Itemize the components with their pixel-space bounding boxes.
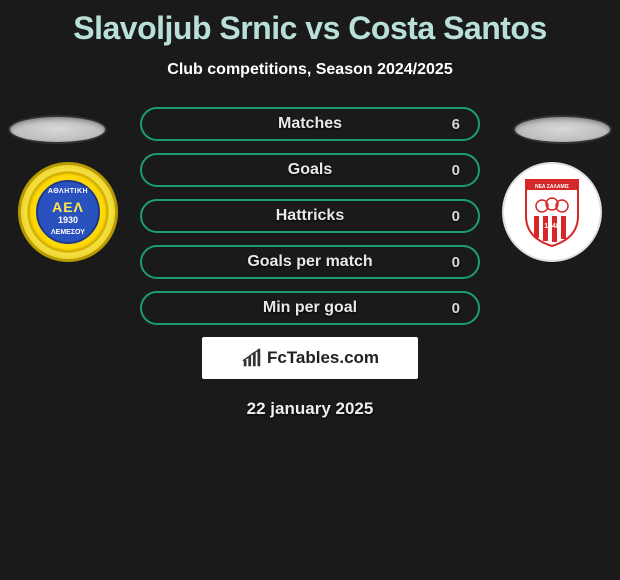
club-left-badge: ΑΘΛΗΤΙΚΗ ΑΕΛ 1930 ΛΕΜΕΣΟΥ	[18, 162, 118, 262]
stat-value-right: 0	[452, 300, 460, 317]
stat-row-hattricks: Hattricks 0	[140, 199, 480, 233]
stats-list: Matches 6 Goals 0 Hattricks 0 Goals per …	[140, 107, 480, 325]
club-left-inner: ΑΘΛΗΤΙΚΗ ΑΕΛ 1930 ΛΕΜΕΣΟΥ	[36, 180, 100, 244]
badge-left-center-text: ΑΕΛ	[52, 199, 84, 215]
stat-row-min-per-goal: Min per goal 0	[140, 291, 480, 325]
stat-label: Hattricks	[276, 207, 344, 225]
player-left-avatar	[10, 117, 105, 142]
svg-text:ΝΕΑ ΣΑΛΑΜΙΣ: ΝΕΑ ΣΑΛΑΜΙΣ	[535, 184, 569, 190]
player-right-avatar	[515, 117, 610, 142]
stat-row-goals-per-match: Goals per match 0	[140, 245, 480, 279]
stat-label: Goals	[288, 161, 332, 179]
comparison-date: 22 january 2025	[0, 399, 620, 419]
badge-left-bottom-text: ΛΕΜΕΣΟΥ	[51, 229, 85, 236]
stat-value-right: 0	[452, 208, 460, 225]
svg-text:1948: 1948	[544, 223, 560, 230]
brand-text: FcTables.com	[267, 348, 379, 368]
stat-row-goals: Goals 0	[140, 153, 480, 187]
stat-value-right: 0	[452, 162, 460, 179]
club-right-shield: ΝΕΑ ΣΑΛΑΜΙΣ 1948	[522, 176, 582, 248]
stat-label: Matches	[278, 115, 342, 133]
comparison-title: Slavoljub Srnic vs Costa Santos	[0, 0, 620, 47]
bar-chart-icon	[241, 347, 263, 369]
badge-left-year: 1930	[58, 215, 78, 225]
brand-logo[interactable]: FcTables.com	[202, 337, 418, 379]
stat-row-matches: Matches 6	[140, 107, 480, 141]
comparison-subtitle: Club competitions, Season 2024/2025	[0, 61, 620, 79]
stat-value-right: 6	[452, 116, 460, 133]
stat-label: Min per goal	[263, 299, 357, 317]
stat-value-right: 0	[452, 254, 460, 271]
badge-left-top-text: ΑΘΛΗΤΙΚΗ	[48, 188, 88, 195]
content-area: ΑΘΛΗΤΙΚΗ ΑΕΛ 1930 ΛΕΜΕΣΟΥ ΝΕΑ ΣΑΛΑΜΙΣ 19…	[0, 107, 620, 419]
club-right-badge: ΝΕΑ ΣΑΛΑΜΙΣ 1948	[502, 162, 602, 262]
stat-label: Goals per match	[247, 253, 372, 271]
